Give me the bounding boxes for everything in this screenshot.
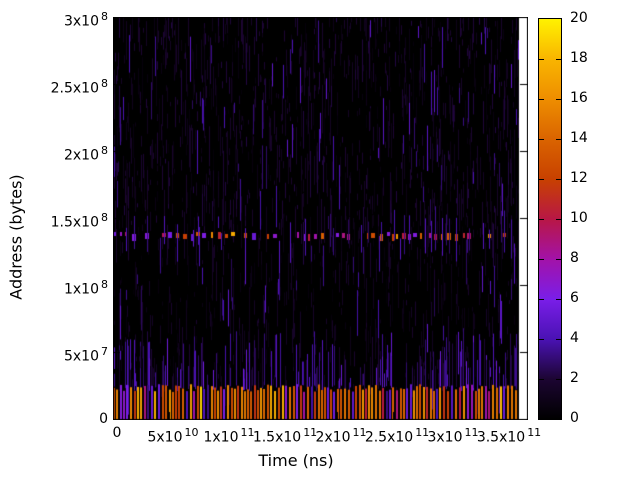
colorbar-tick-mark bbox=[539, 139, 544, 140]
colorbar-tick-mark bbox=[539, 339, 544, 340]
x-tick-label: 5x10 10 bbox=[147, 426, 199, 446]
x-tick-label: 3.5x10 11 bbox=[476, 426, 542, 446]
x-tick-label: 1x10 11 bbox=[203, 426, 255, 446]
y-tick-label: 5x10 7 bbox=[63, 345, 108, 365]
colorbar-tick-mark bbox=[556, 99, 561, 100]
y-tick-label: 2x10 8 bbox=[63, 144, 108, 164]
x-tick-label: 2.5x10 11 bbox=[364, 426, 430, 446]
colorbar-tick-label: 20 bbox=[570, 10, 588, 26]
x-tick-label: 2x10 11 bbox=[315, 426, 367, 446]
colorbar-tick-mark bbox=[539, 99, 544, 100]
colorbar-tick-label: 10 bbox=[570, 210, 588, 226]
colorbar bbox=[538, 18, 562, 420]
colorbar-tick-mark bbox=[539, 379, 544, 380]
heatmap-plot-area bbox=[113, 17, 528, 420]
y-tick-label: 2.5x10 8 bbox=[50, 77, 108, 97]
colorbar-tick-mark bbox=[556, 299, 561, 300]
colorbar-tick-mark bbox=[539, 179, 544, 180]
colorbar-tick-mark bbox=[556, 339, 561, 340]
colorbar-tick-label: 4 bbox=[570, 330, 579, 346]
y-tick-label: 1x10 8 bbox=[63, 278, 108, 298]
y-tick-label: 3x10 8 bbox=[63, 10, 108, 30]
colorbar-tick-mark bbox=[556, 219, 561, 220]
colorbar-tick-mark bbox=[539, 299, 544, 300]
colorbar-tick-label: 0 bbox=[570, 410, 579, 426]
colorbar-tick-mark bbox=[556, 59, 561, 60]
x-tick-label: 1.5x10 11 bbox=[252, 426, 318, 446]
x-tick-label: 0 bbox=[112, 425, 122, 441]
colorbar-tick-mark bbox=[556, 139, 561, 140]
colorbar-tick-label: 18 bbox=[570, 50, 588, 66]
colorbar-tick-mark bbox=[539, 219, 544, 220]
colorbar-tick-mark bbox=[556, 179, 561, 180]
colorbar-tick-label: 16 bbox=[570, 90, 588, 106]
colorbar-tick-label: 8 bbox=[570, 250, 579, 266]
y-tick-label: 1.5x10 8 bbox=[50, 211, 108, 231]
colorbar-tick-label: 2 bbox=[570, 370, 579, 386]
colorbar-tick-mark bbox=[539, 59, 544, 60]
x-axis-title: Time (ns) bbox=[258, 451, 334, 470]
colorbar-tick-label: 6 bbox=[570, 290, 579, 306]
colorbar-tick-mark bbox=[556, 379, 561, 380]
x-tick-label: 3x10 11 bbox=[427, 426, 479, 446]
y-tick-label: 0 bbox=[99, 411, 108, 427]
colorbar-tick-mark bbox=[539, 259, 544, 260]
colorbar-tick-label: 14 bbox=[570, 130, 588, 146]
colorbar-tick-label: 12 bbox=[570, 170, 588, 186]
colorbar-tick-mark bbox=[556, 259, 561, 260]
